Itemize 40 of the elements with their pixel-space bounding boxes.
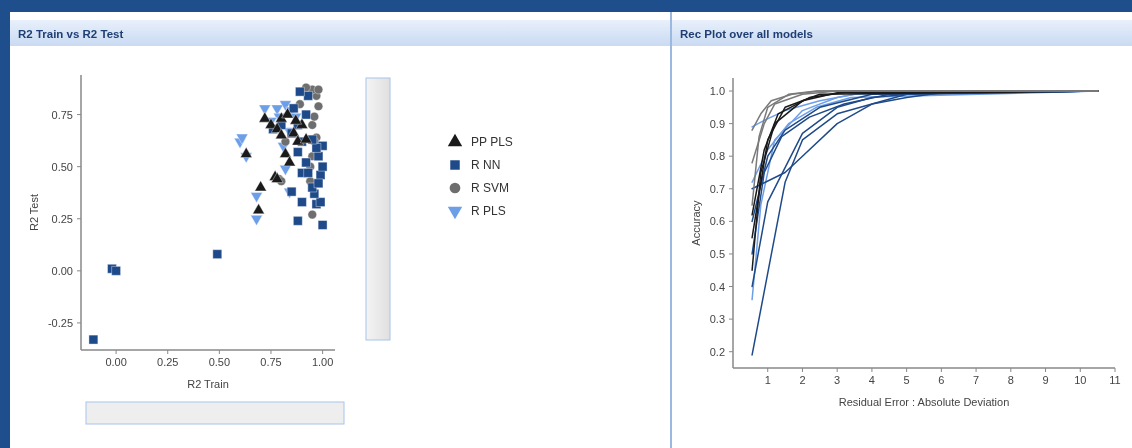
legend-label: R PLS: [471, 204, 506, 218]
x-tick-label: 2: [799, 374, 806, 386]
y-tick-label: 0.6: [709, 215, 725, 228]
x-tick-label: 1: [764, 374, 771, 386]
y-tick-label: 0.4: [709, 280, 725, 293]
y-tick-label: 1.0: [709, 85, 725, 98]
y-axis-title: R2 Test: [28, 193, 40, 232]
x-tick-label: 3: [834, 374, 841, 386]
y-tick-label: 0.7: [709, 182, 725, 195]
y-tick-label: 0.3: [709, 313, 725, 326]
y-tick-label: 0.9: [709, 117, 725, 130]
x-tick-label: 6: [938, 374, 945, 386]
x-tick-label: 0.00: [105, 356, 127, 368]
x-tick-label: 4: [868, 374, 875, 386]
y-tick-label: 0.2: [709, 345, 725, 358]
y-tick-label: -0.25: [47, 316, 73, 329]
y-tick-label: 0.75: [51, 108, 73, 121]
y-tick-label: 0.5: [709, 247, 725, 260]
y-axis-title: Accuracy: [690, 199, 702, 246]
legend-label: PP PLS: [471, 135, 513, 149]
y-tick-label: 0.25: [51, 212, 73, 225]
y-tick-label: 0.00: [51, 264, 73, 277]
x-tick-label: 7: [973, 374, 980, 386]
x-tick-label: 8: [1007, 374, 1014, 386]
legend-label: R SVM: [471, 181, 510, 195]
x-tick-label: 9: [1042, 374, 1049, 386]
x-tick-label: 0.75: [260, 356, 282, 368]
y-tick-label: 0.8: [709, 150, 725, 163]
x-tick-label: 1.00: [311, 356, 334, 368]
chart-title: Rec Plot over all models: [680, 28, 813, 40]
x-axis-title: Residual Error : Absolute Deviation: [838, 396, 1010, 408]
x-tick-label: 11: [1109, 374, 1121, 386]
x-tick-label: 0.25: [157, 356, 179, 368]
y-tick-label: 0.50: [51, 160, 73, 173]
x-tick-label: 0.50: [208, 356, 231, 368]
x-tick-label: 10: [1074, 374, 1087, 386]
legend-label: R NN: [471, 158, 501, 172]
x-tick-label: 5: [903, 374, 910, 386]
x-axis-title: R2 Train: [187, 378, 229, 390]
chart-title: R2 Train vs R2 Test: [18, 28, 124, 40]
